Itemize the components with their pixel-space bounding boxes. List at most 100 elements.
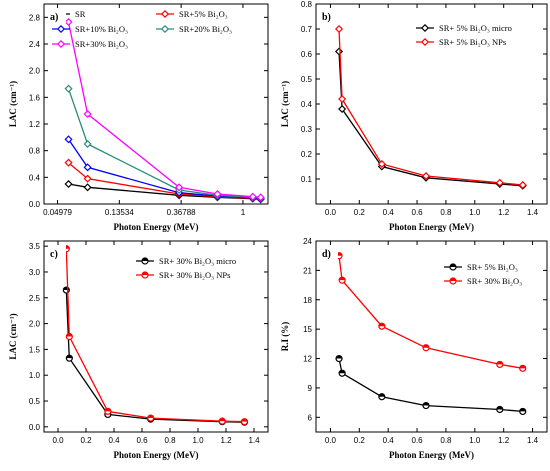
chart-panel-1: 0.04979 0.13534 0.36788 1 0.0 0.4 0.8 1.2 1.6 2.0… — [8, 3, 269, 232]
series-line — [338, 358, 523, 413]
panel-label: d) — [322, 249, 331, 260]
chart-panel-4: 0.0 0.2 0.4 0.6 0.8 1.0 1.2 1.4 6 9 12 15 18 21 24 Phot… — [280, 237, 548, 460]
x-tick-label: 0.13534 — [105, 208, 134, 217]
legend-marker — [160, 24, 170, 34]
x-tick-label: 1 — [241, 208, 246, 217]
y-tick-label: 3.5 — [29, 242, 41, 251]
data-point-fill — [519, 365, 526, 369]
legend-label: SR+20% Bi₂O₃ — [179, 24, 232, 34]
data-point-fill — [423, 402, 430, 406]
legend-label: SR+5% Bi₂O₃ — [179, 9, 228, 19]
data-point-fill — [339, 277, 346, 281]
x-tick-label: 1.0 — [469, 208, 481, 217]
x-axis-label: Photon Energy (MeV) — [114, 222, 199, 232]
legend-marker — [160, 9, 170, 19]
panel-tag-bg — [48, 245, 66, 260]
data-point — [83, 139, 92, 149]
panel-label: b) — [322, 12, 331, 23]
x-tick-label: 0.2 — [80, 436, 92, 445]
data-point-fill — [147, 415, 154, 419]
legend-marker-fill — [142, 272, 148, 275]
x-tick-label: 0.0 — [325, 208, 337, 217]
data-point — [338, 104, 347, 114]
y-tick-label: 0.1 — [301, 175, 313, 184]
x-tick-label: 0.4 — [108, 436, 120, 445]
legend-marker — [420, 23, 430, 33]
series-2 — [62, 245, 249, 426]
legend-marker — [56, 39, 66, 49]
chart-panel-2: 0.0 0.2 0.4 0.6 0.8 1.0 1.2 1.4 0.1 0.2 0.3 0.4 0.5 0… — [280, 0, 548, 232]
legend: SR+ 5% Bi₂O₃ SR+ 30% Bi₂O₃ — [444, 262, 522, 286]
y-tick-label: 2.0 — [29, 320, 41, 329]
series-line — [338, 51, 523, 187]
data-point — [83, 109, 92, 119]
panel-label: c) — [50, 249, 58, 260]
data-point — [518, 180, 527, 190]
data-point-fill — [104, 408, 111, 412]
data-point-fill — [378, 323, 385, 327]
data-point-fill — [241, 418, 248, 422]
data-point-fill — [496, 361, 503, 365]
data-point — [377, 159, 386, 169]
series-1 — [335, 354, 527, 416]
y-tick-label: 24 — [303, 237, 312, 246]
y-tick-label: 2.0 — [29, 67, 41, 76]
series-4 — [64, 84, 265, 203]
y-tick-label: 2.5 — [29, 294, 41, 303]
series-5 — [64, 17, 265, 202]
x-tick-label: 1.2 — [498, 436, 510, 445]
data-point — [64, 135, 73, 144]
x-tick-label: 1.2 — [498, 208, 510, 217]
panel-tag-bg — [320, 245, 338, 260]
series-1 — [62, 286, 249, 426]
y-axis-label: R.I (%) — [280, 322, 290, 352]
legend-marker — [56, 24, 66, 34]
y-tick-label: 0.4 — [301, 100, 313, 109]
y-tick-label: 15 — [303, 325, 312, 334]
legend-label: SR+ 5% Bi₂O₃ micro — [439, 23, 512, 33]
y-axis-label: LAC (cm⁻¹) — [280, 81, 290, 127]
panel-tag-bg — [48, 8, 66, 23]
y-tick-label: 6 — [308, 413, 313, 422]
legend-label: SR+ 30% Bi₂O₃ micro — [159, 256, 236, 266]
legend-marker-fill — [450, 264, 456, 267]
y-tick-label: 0.5 — [301, 75, 313, 84]
legend-label: SR+ 5% Bi₂O₃ — [467, 262, 518, 272]
data-point-fill — [519, 408, 526, 412]
data-point — [83, 183, 92, 192]
data-point-fill — [219, 418, 226, 422]
x-tick-label: 1.2 — [220, 436, 232, 445]
legend: SR+ 30% Bi₂O₃ micro SR+ 30% Bi₂O₃ NPs — [136, 256, 236, 280]
series-2 — [334, 24, 527, 190]
data-point — [421, 171, 431, 181]
series-line — [65, 289, 245, 423]
data-point — [64, 179, 73, 189]
legend-label: SR+30% Bi₂O₃ — [75, 39, 128, 49]
plot-frame — [315, 3, 548, 205]
y-tick-label: 0.7 — [301, 25, 313, 34]
panel-tag-bg — [320, 8, 338, 23]
legend: SR SR+5% Bi₂O₃ SR+10% Bi₂O₃ SR+20% Bi₂O₃ SR+… — [52, 9, 232, 49]
series-line — [65, 248, 245, 423]
y-tick-label: 0.8 — [29, 147, 41, 156]
data-point — [334, 47, 344, 56]
y-tick-label: 1.2 — [29, 120, 41, 129]
x-tick-label: 1.0 — [192, 436, 204, 445]
plot-frame — [315, 240, 548, 433]
x-tick-label: 0.4 — [383, 208, 395, 217]
y-tick-label: 0.0 — [29, 423, 41, 432]
data-point-fill — [66, 355, 73, 359]
data-point-fill — [339, 370, 346, 374]
legend-marker-fill — [142, 258, 148, 261]
chart-panel-3: 0.0 0.2 0.4 0.6 0.8 1.0 1.2 1.4 0.0 0.5 1.0 1.5 2.0 2… — [8, 240, 269, 460]
panel-label: a) — [50, 12, 58, 23]
data-point — [64, 84, 73, 93]
data-point — [64, 158, 73, 167]
data-point-fill — [66, 333, 73, 337]
x-tick-label: 0.0 — [52, 436, 64, 445]
y-tick-label: 0.0 — [29, 200, 41, 209]
x-tick-label: 0.8 — [440, 436, 452, 445]
data-point — [83, 163, 92, 172]
data-point — [83, 174, 92, 183]
series-1 — [334, 47, 527, 190]
